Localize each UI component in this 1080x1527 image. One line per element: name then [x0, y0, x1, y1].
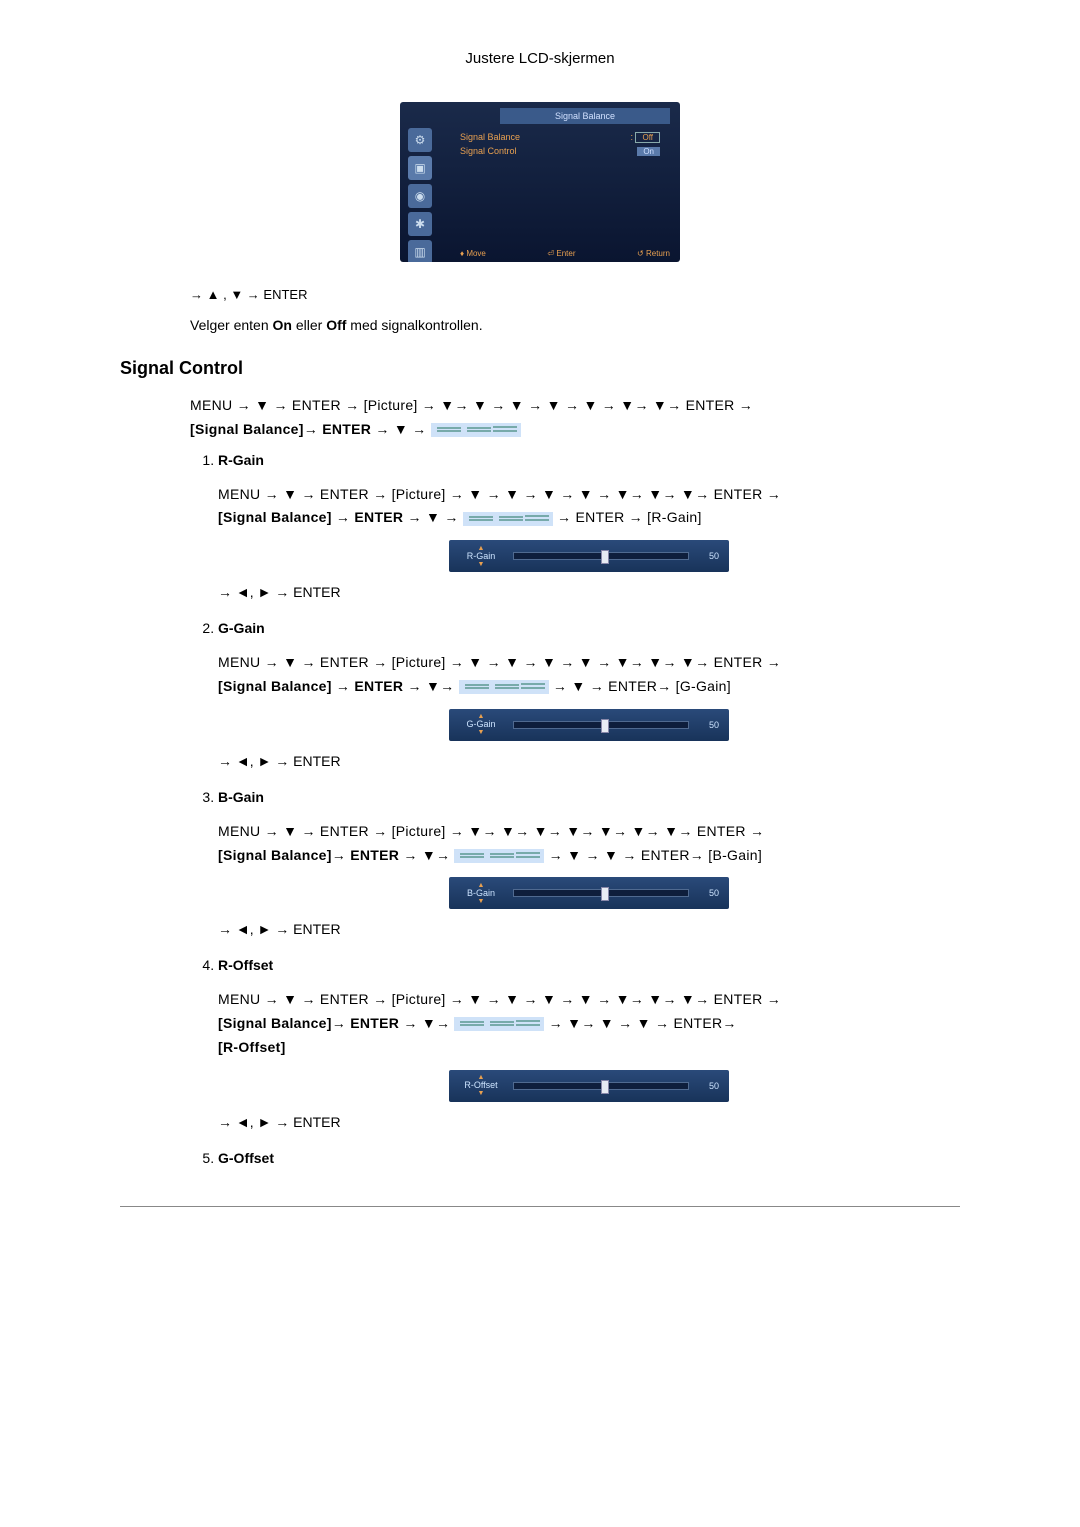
osd-footer-move: ♦ Move	[460, 249, 486, 258]
desc-prefix: Velger enten	[190, 317, 273, 333]
osd-title: Signal Balance	[500, 108, 670, 124]
main-path-line2: [Signal Balance]→ ENTER → ▼ →	[190, 421, 431, 437]
desc-mid: eller	[292, 317, 326, 333]
slider-thumb	[601, 1080, 609, 1094]
desc-suffix: med signalkontrollen.	[346, 317, 482, 333]
control-title: R-Offset	[218, 957, 273, 973]
osd-icon-sound: ◉	[408, 184, 432, 208]
section-heading: Signal Control	[120, 358, 960, 379]
control-title: B-Gain	[218, 789, 264, 805]
slider-widget: ▲G-Gain▼ 50	[449, 709, 729, 741]
osd-icon-picture: ▣	[408, 156, 432, 180]
slider-thumb	[601, 719, 609, 733]
slider-track	[513, 721, 689, 729]
path-line-3: → ▼ → ▼ → ENTER→ [B-Gain]	[544, 847, 762, 863]
path-line-2: [Signal Balance] → ENTER → ▼ →	[218, 509, 463, 525]
eq-icon	[463, 512, 553, 526]
path-line-2: [Signal Balance]→ ENTER → ▼→	[218, 1015, 454, 1031]
slider-widget: ▲R-Offset▼ 50	[449, 1070, 729, 1102]
control-nav-path: MENU → ▼ → ENTER → [Picture] → ▼ → ▼ → ▼…	[218, 483, 960, 531]
slider-widget: ▲B-Gain▼ 50	[449, 877, 729, 909]
slider-value: 50	[697, 1081, 719, 1091]
footer-rule	[120, 1206, 960, 1207]
path-line-3: → ▼→ ▼ → ▼ → ENTER→	[544, 1015, 736, 1031]
slider-label-group: ▲G-Gain▼	[457, 713, 505, 736]
osd-icon-setup: ✱	[408, 212, 432, 236]
document-page: Justere LCD-skjermen Signal Balance ⚙ ▣ …	[0, 0, 1080, 1247]
main-nav-path: MENU → ▼ → ENTER → [Picture] → ▼→ ▼ → ▼ …	[190, 394, 960, 442]
osd-footer-enter: ⏎ Enter	[547, 249, 575, 258]
path-line-2: [Signal Balance] → ENTER → ▼→	[218, 678, 459, 694]
down-arrow-icon: ▼	[478, 1090, 485, 1097]
slider-widget: ▲R-Gain▼ 50	[449, 540, 729, 572]
controls-list: R-Gain MENU → ▼ → ENTER → [Picture] → ▼ →…	[190, 452, 960, 1166]
path-line-3: → ENTER → [R-Gain]	[553, 509, 702, 525]
main-path-line1: MENU → ▼ → ENTER → [Picture] → ▼→ ▼ → ▼ …	[190, 397, 753, 413]
path-line-1: MENU → ▼ → ENTER → [Picture] → ▼ → ▼ → ▼…	[218, 486, 781, 502]
path-line-1: MENU → ▼ → ENTER → [Picture] → ▼ → ▼ → ▼…	[218, 991, 781, 1007]
slider-value: 50	[697, 720, 719, 730]
control-title: G-Gain	[218, 620, 265, 636]
control-item: G-Gain MENU → ▼ → ENTER → [Picture] → ▼ →…	[218, 620, 960, 769]
slider-thumb	[601, 887, 609, 901]
osd-label-balance: Signal Balance	[460, 132, 520, 142]
osd-row-control: Signal Control On	[460, 146, 660, 156]
path-line-1: MENU → ▼ → ENTER → [Picture] → ▼ → ▼ → ▼…	[218, 654, 781, 670]
slider-track	[513, 889, 689, 897]
osd-icon-input: ⚙	[408, 128, 432, 152]
control-item: R-Gain MENU → ▼ → ENTER → [Picture] → ▼ →…	[218, 452, 960, 601]
osd-icon-strip: ⚙ ▣ ◉ ✱ ▥	[408, 128, 432, 262]
control-nav-path: MENU → ▼ → ENTER → [Picture] → ▼→ ▼→ ▼→ …	[218, 820, 960, 868]
control-nav-path: MENU → ▼ → ENTER → [Picture] → ▼ → ▼ → ▼…	[218, 988, 960, 1059]
control-nav-after: → ◄, ► → ENTER	[218, 921, 960, 937]
path-line-1: MENU → ▼ → ENTER → [Picture] → ▼→ ▼→ ▼→ …	[218, 823, 764, 839]
control-title: R-Gain	[218, 452, 264, 468]
path-line-3: → ▼ → ENTER→ [G-Gain]	[549, 678, 731, 694]
osd-menu: Signal Balance : Off Signal Control On	[460, 132, 660, 160]
slider-label-group: ▲R-Gain▼	[457, 545, 505, 568]
control-nav-path: MENU → ▼ → ENTER → [Picture] → ▼ → ▼ → ▼…	[218, 651, 960, 699]
osd-value-off: Off	[635, 132, 660, 143]
path-line-4: [R-Offset]	[218, 1039, 286, 1055]
osd-footer: ♦ Move ⏎ Enter ↺ Return	[460, 249, 670, 258]
nav-sequence-top: → ▲ , ▼ → ENTER	[190, 287, 960, 302]
osd-label-control: Signal Control	[460, 146, 517, 156]
control-nav-after: → ◄, ► → ENTER	[218, 753, 960, 769]
osd-value-on: On	[637, 147, 660, 156]
control-item: B-Gain MENU → ▼ → ENTER → [Picture] → ▼→ …	[218, 789, 960, 938]
slider-label-group: ▲B-Gain▼	[457, 882, 505, 905]
slider-label: R-Gain	[467, 552, 496, 561]
description-text: Velger enten On eller Off med signalkont…	[190, 317, 960, 333]
path-line-2: [Signal Balance]→ ENTER → ▼→	[218, 847, 454, 863]
slider-track	[513, 1082, 689, 1090]
osd-icon-multi: ▥	[408, 240, 432, 262]
desc-off: Off	[326, 317, 346, 333]
slider-label-group: ▲R-Offset▼	[457, 1074, 505, 1097]
slider-label: R-Offset	[464, 1081, 497, 1090]
eq-icon	[459, 680, 549, 694]
slider-label: B-Gain	[467, 889, 495, 898]
slider-value: 50	[697, 888, 719, 898]
osd-footer-return: ↺ Return	[637, 249, 670, 258]
control-nav-after: → ◄, ► → ENTER	[218, 1114, 960, 1130]
osd-screenshot: Signal Balance ⚙ ▣ ◉ ✱ ▥ Signal Balance …	[400, 102, 680, 262]
control-item: R-Offset MENU → ▼ → ENTER → [Picture] → ▼…	[218, 957, 960, 1129]
osd-row-balance: Signal Balance : Off	[460, 132, 660, 142]
eq-icon	[431, 423, 521, 437]
slider-thumb	[601, 550, 609, 564]
down-arrow-icon: ▼	[478, 561, 485, 568]
slider-value: 50	[697, 551, 719, 561]
eq-icon	[454, 849, 544, 863]
slider-track	[513, 552, 689, 560]
eq-icon	[454, 1017, 544, 1031]
control-title: G-Offset	[218, 1150, 274, 1166]
page-header-title: Justere LCD-skjermen	[120, 50, 960, 67]
desc-on: On	[273, 317, 292, 333]
control-nav-after: → ◄, ► → ENTER	[218, 584, 960, 600]
down-arrow-icon: ▼	[478, 729, 485, 736]
slider-label: G-Gain	[466, 720, 495, 729]
control-item: G-Offset	[218, 1150, 960, 1166]
down-arrow-icon: ▼	[478, 898, 485, 905]
